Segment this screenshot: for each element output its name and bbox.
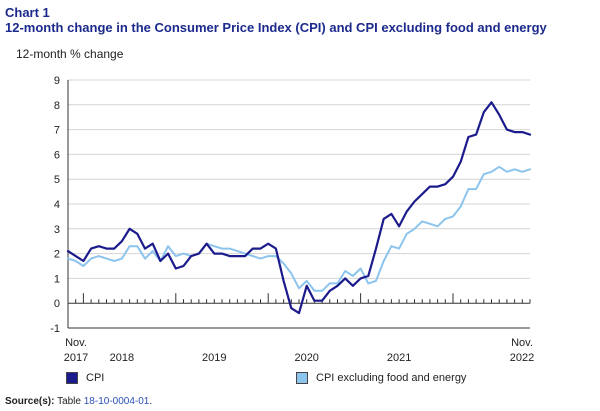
source-text: Table (57, 396, 81, 407)
source-table-link[interactable]: 18-10-0004-01 (83, 396, 150, 407)
chart-number: Chart 1 (5, 5, 50, 20)
x-tick-year: 2021 (387, 352, 411, 364)
source-label: Source(s): (5, 396, 55, 407)
y-tick-label: 0 (54, 298, 60, 310)
legend-item-cpi[interactable]: CPI (66, 372, 104, 384)
y-tick-label: 4 (54, 199, 60, 211)
y-tick-label: 8 (54, 100, 60, 112)
y-tick-label: 2 (54, 249, 60, 261)
x-tick-year: 2019 (202, 352, 226, 364)
series-line-cpi (66, 101, 532, 315)
x-tick-label: Nov. (65, 337, 87, 349)
series-line-core (67, 165, 531, 292)
y-tick-label: 9 (54, 75, 60, 87)
x-tick-year: 2022 (510, 352, 534, 364)
legend-label-core: CPI excluding food and energy (316, 372, 467, 384)
x-tick-year: 2018 (110, 352, 134, 364)
source-note: Source(s): Table 18-10-0004-01. (5, 396, 152, 407)
source-suffix: . (149, 396, 153, 407)
legend-swatch-cpi (66, 372, 78, 384)
line-chart: -1 0 1 2 3 4 5 6 7 8 9 Nov. 2017 2018 2019 2020 2021 Nov.… (50, 75, 534, 364)
x-tick-label: Nov. (511, 337, 533, 349)
x-tick-year: 2017 (64, 352, 88, 364)
y-tick-label: 1 (54, 273, 60, 285)
x-tick-year: 2020 (294, 352, 318, 364)
chart-title: 12-month change in the Consumer Price In… (5, 20, 547, 35)
legend-swatch-core (296, 372, 308, 384)
y-tick-label: 3 (54, 224, 60, 236)
y-tick-label: 7 (54, 125, 60, 137)
y-tick-label: -1 (50, 323, 60, 335)
y-axis-label: 12-month % change (16, 47, 124, 61)
legend-label-cpi: CPI (86, 372, 105, 384)
y-tick-label: 5 (54, 174, 60, 186)
y-tick-label: 6 (54, 149, 60, 161)
legend-item-core[interactable]: CPI excluding food and energy (296, 372, 466, 384)
